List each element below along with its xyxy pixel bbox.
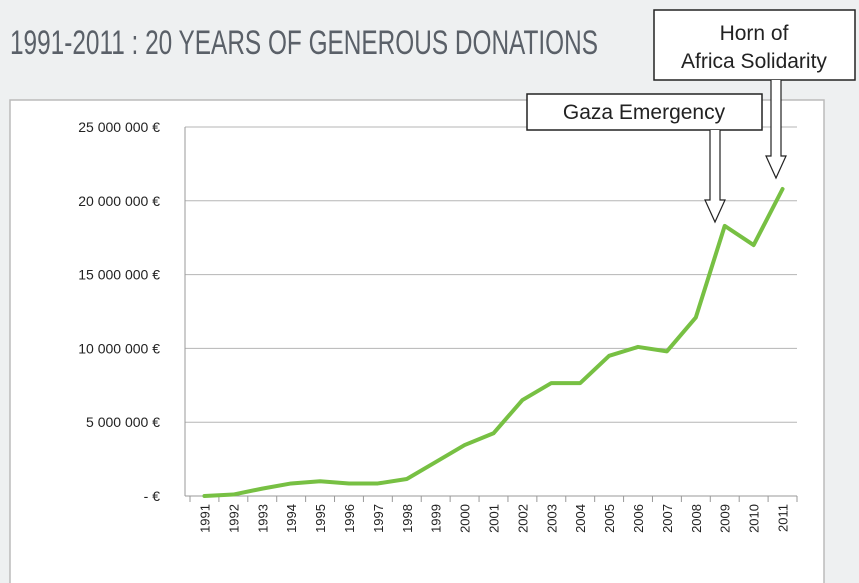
x-tick-label: 2010 bbox=[747, 504, 762, 533]
x-tick-label: 2000 bbox=[458, 504, 473, 533]
x-tick-label: 1997 bbox=[371, 504, 386, 533]
x-tick-label: 2011 bbox=[776, 504, 791, 532]
x-tick-label: 2004 bbox=[573, 504, 588, 533]
x-tick-label: 2003 bbox=[544, 504, 559, 533]
x-tick-label: 2001 bbox=[487, 504, 502, 533]
x-tick-label: 1991 bbox=[197, 504, 212, 533]
y-tick-label: - € bbox=[144, 488, 161, 504]
x-tick-label: 1999 bbox=[429, 504, 444, 533]
data-line bbox=[202, 186, 785, 498]
y-tick-label: 25 000 000 € bbox=[78, 119, 160, 135]
y-tick-label: 20 000 000 € bbox=[78, 193, 160, 209]
chart-title: 1991-2011 : 20 YEARS OF GENEROUS DONATIO… bbox=[10, 24, 598, 62]
x-tick-label: 2009 bbox=[718, 504, 733, 533]
x-tick-label: 2007 bbox=[660, 504, 675, 533]
x-tick-label: 2006 bbox=[631, 504, 646, 533]
plot-area: - € 5 000 000 € 10 000 000 € 15 000 000 € 20… bbox=[78, 119, 798, 533]
annotation-arrow bbox=[704, 130, 726, 224]
x-tick-label: 1995 bbox=[313, 504, 328, 533]
x-tick-label: 1996 bbox=[342, 504, 357, 533]
chart-frame bbox=[9, 99, 825, 583]
x-tick-label: 2002 bbox=[515, 504, 530, 533]
x-tick-label: 1992 bbox=[226, 504, 241, 533]
annotation-box bbox=[653, 9, 856, 81]
annotation-text: Horn of bbox=[720, 22, 789, 45]
x-tick-label: 2005 bbox=[602, 504, 617, 533]
x-tick-label: 2008 bbox=[689, 504, 704, 533]
annotation-text: Africa Solidarity bbox=[681, 50, 827, 73]
x-tick-label: 1994 bbox=[284, 504, 299, 533]
annotation-arrow bbox=[765, 80, 787, 180]
y-tick-label: 15 000 000 € bbox=[78, 267, 160, 283]
y-tick-label: 10 000 000 € bbox=[78, 340, 160, 356]
annotation-text: Gaza Emergency bbox=[563, 101, 726, 124]
x-tick-label: 1998 bbox=[400, 504, 415, 533]
annotation-box bbox=[526, 93, 763, 131]
x-tick-label: 1993 bbox=[255, 504, 270, 533]
y-tick-label: 5 000 000 € bbox=[86, 414, 160, 430]
